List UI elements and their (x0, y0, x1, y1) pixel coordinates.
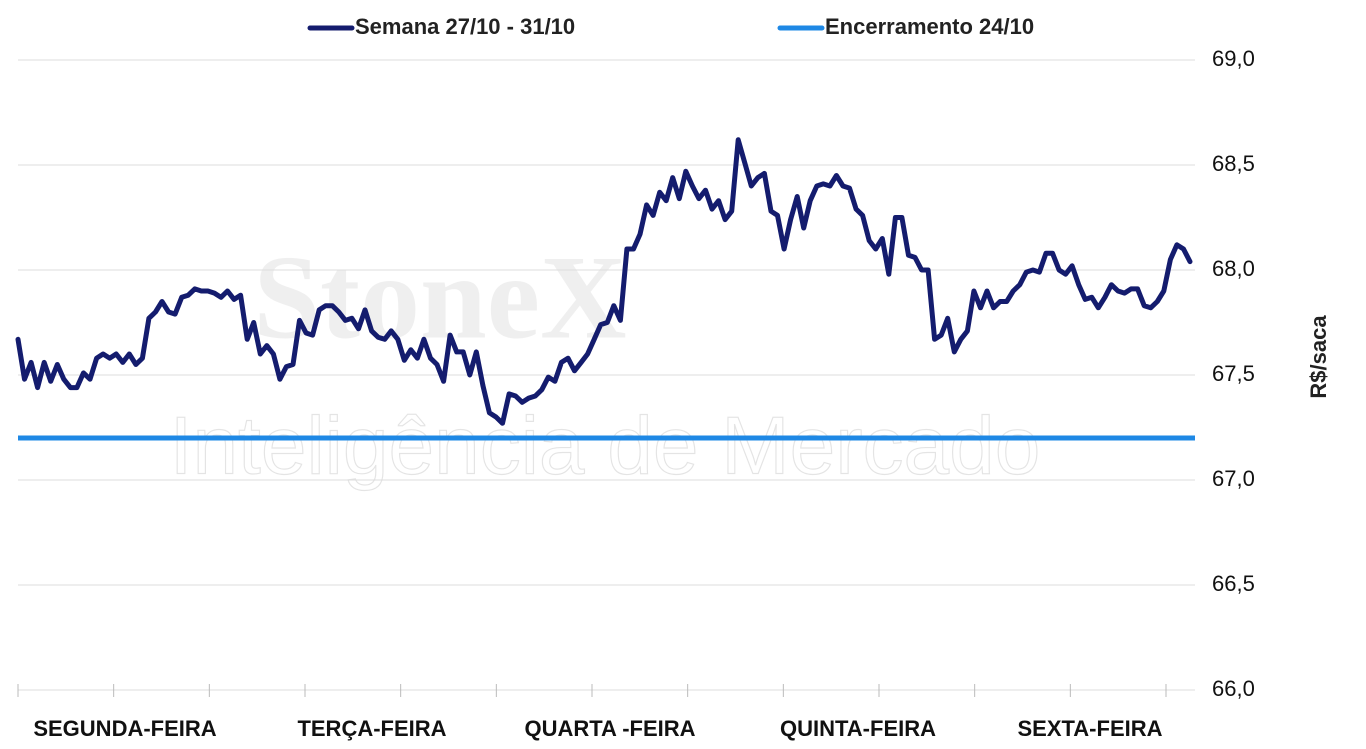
y-tick-label: 66,5 (1212, 571, 1255, 596)
y-tick-label: 69,0 (1212, 46, 1255, 71)
y-tick-label: 67,5 (1212, 361, 1255, 386)
y-tick-label: 68,0 (1212, 256, 1255, 281)
y-tick-label: 68,5 (1212, 151, 1255, 176)
y-tick-label: 67,0 (1212, 466, 1255, 491)
x-day-label: SEGUNDA-FEIRA (33, 716, 216, 741)
x-day-label: QUINTA-FEIRA (780, 716, 936, 741)
legend-label: Encerramento 24/10 (825, 14, 1034, 39)
watermark-logo: StoneX (253, 231, 626, 364)
x-day-label: SEXTA-FEIRA (1017, 716, 1162, 741)
legend-label: Semana 27/10 - 31/10 (355, 14, 575, 39)
y-axis-title: R$/saca (1306, 315, 1331, 399)
x-day-label: TERÇA-FEIRA (297, 716, 446, 741)
watermark-text: Inteligência de Mercado (170, 401, 1041, 492)
y-tick-label: 66,0 (1212, 676, 1255, 701)
x-day-label: QUARTA -FEIRA (524, 716, 695, 741)
price-line (15, 137, 1193, 426)
